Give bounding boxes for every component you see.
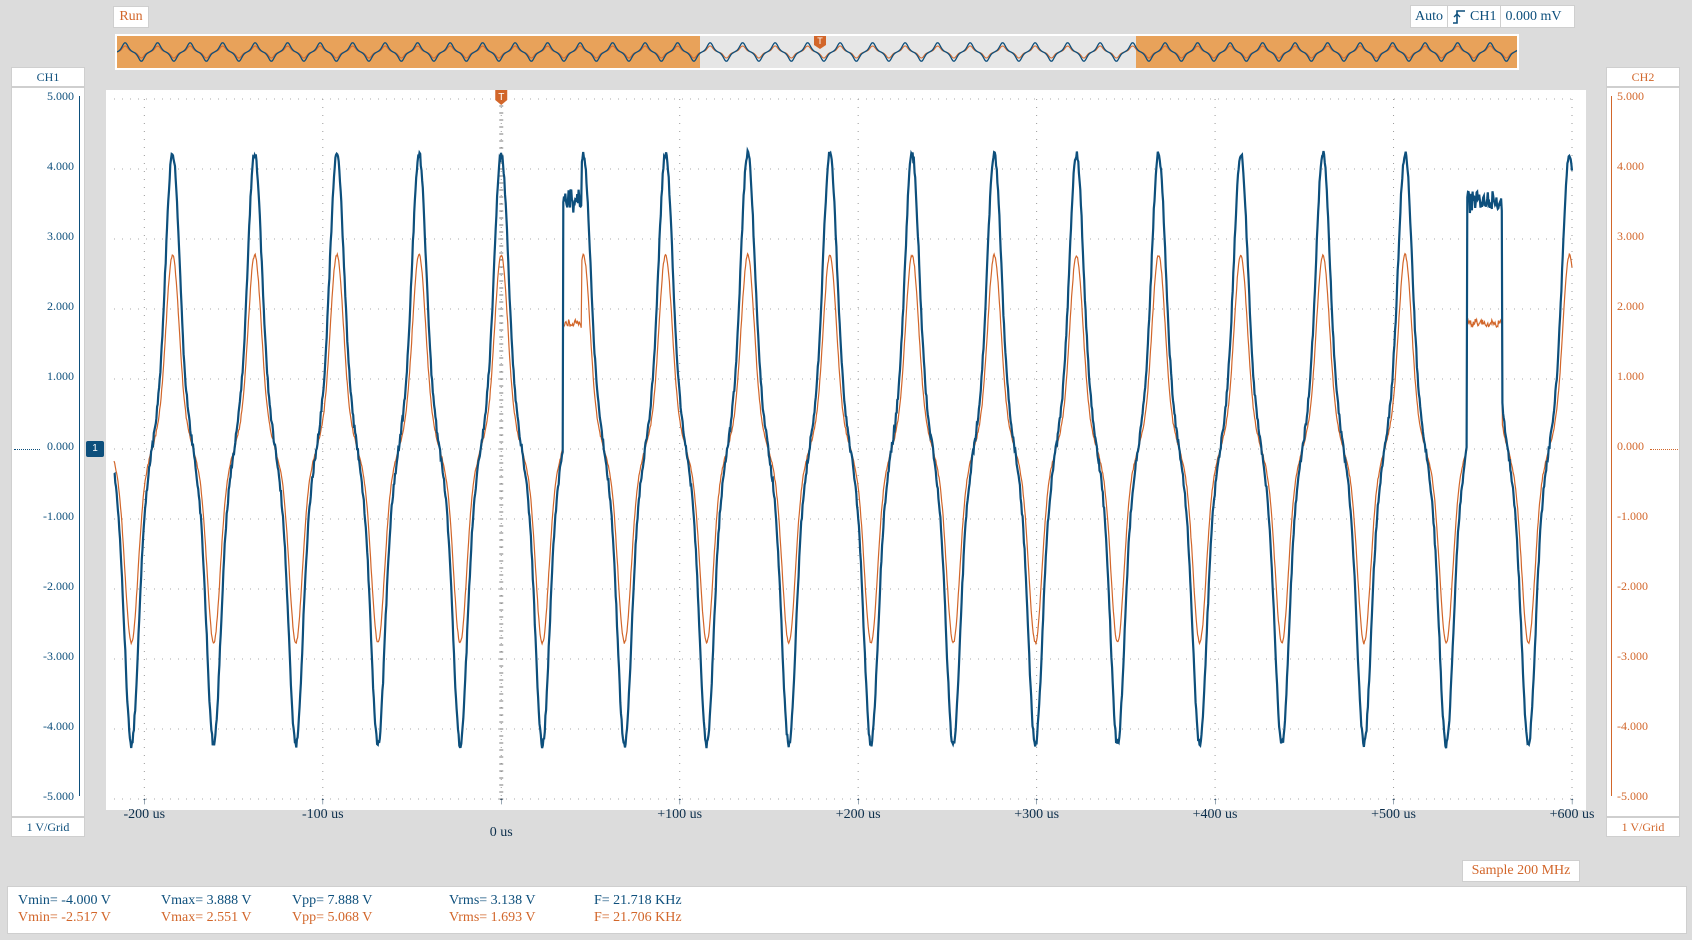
x-tick-label: 0 us	[490, 825, 513, 841]
overview-canvas: T	[117, 36, 1517, 68]
x-tick-label: +100 us	[657, 807, 702, 823]
ch1-vrms: Vrms= 3.138 V	[449, 893, 536, 909]
x-tick-arrow: ↑	[1391, 796, 1396, 807]
ch1-zero-level-line	[14, 449, 40, 450]
y-tick-label: 4.000	[47, 159, 74, 173]
divider	[1500, 6, 1501, 27]
ch2-frequency: F= 21.706 KHz	[594, 910, 682, 926]
y-tick-label: 1.000	[47, 369, 74, 383]
trigger-mode[interactable]: Auto	[1415, 9, 1443, 25]
y-tick-label: 1.000	[1617, 369, 1644, 383]
trigger-source[interactable]: CH1	[1470, 9, 1496, 25]
y-tick-label: 0.000	[47, 439, 74, 453]
x-tick-arrow: ↑	[1213, 796, 1218, 807]
x-tick-label: +300 us	[1014, 807, 1059, 823]
x-tick-arrow: ↑	[1034, 796, 1039, 807]
waveform-canvas: T	[106, 90, 1586, 810]
x-tick-arrow: ↑	[320, 796, 325, 807]
divider	[1447, 6, 1448, 27]
x-tick-arrow: ↑	[677, 796, 682, 807]
y-tick-label: 2.000	[47, 299, 74, 313]
ch1-label[interactable]: CH1	[11, 67, 85, 87]
x-tick-label: -100 us	[302, 807, 344, 823]
overview-trigger-label: T	[817, 36, 823, 46]
x-tick-arrow: ↑	[856, 796, 861, 807]
x-tick-arrow: ↑	[142, 796, 147, 807]
y-tick-label: 2.000	[1617, 299, 1644, 313]
y-tick-label: 5.000	[1617, 89, 1644, 103]
y-tick-label: 4.000	[1617, 159, 1644, 173]
y-tick-label: -1.000	[1617, 509, 1648, 523]
waveform-display[interactable]: T	[106, 90, 1586, 810]
ch1-vmin: Vmin= -4.000 V	[18, 893, 111, 909]
y-tick-label: 3.000	[1617, 229, 1644, 243]
ch2-zero-level-line	[1650, 449, 1678, 450]
y-tick-label: -1.000	[43, 509, 74, 523]
ch2-vmax: Vmax= 2.551 V	[161, 910, 251, 926]
y-tick-label: -5.000	[43, 789, 74, 803]
x-tick-label: -200 us	[124, 807, 166, 823]
y-tick-label: -2.000	[43, 579, 74, 593]
y-tick-label: -2.000	[1617, 579, 1648, 593]
ch1-vpp: Vpp= 7.888 V	[292, 893, 372, 909]
run-status-button[interactable]: Run	[113, 6, 149, 28]
x-tick-label: +200 us	[836, 807, 881, 823]
ch1-frequency: F= 21.718 KHz	[594, 893, 682, 909]
x-tick-arrow: ↑	[499, 796, 504, 807]
ch2-vmin: Vmin= -2.517 V	[18, 910, 111, 926]
y-tick-label: -3.000	[43, 649, 74, 663]
ch2-vrms: Vrms= 1.693 V	[449, 910, 536, 926]
y-tick-label: 5.000	[47, 89, 74, 103]
x-tick-label: +600 us	[1550, 807, 1595, 823]
rising-edge-icon[interactable]	[1452, 9, 1466, 25]
x-tick-label: +500 us	[1371, 807, 1416, 823]
y-tick-label: 0.000	[1617, 439, 1644, 453]
trigger-settings[interactable]: Auto CH1 0.000 mV	[1410, 5, 1575, 28]
ch2-volts-per-div[interactable]: 1 V/Grid	[1606, 817, 1680, 837]
ch2-scale: 5.000 4.000 3.000 2.000 1.000 0.000 -1.000 -2.0…	[1606, 87, 1680, 817]
y-tick-label: -5.000	[1617, 789, 1648, 803]
ch1-volts-per-div[interactable]: 1 V/Grid	[11, 817, 85, 837]
trigger-level[interactable]: 0.000 mV	[1505, 9, 1561, 25]
y-tick-label: -4.000	[43, 719, 74, 733]
y-tick-label: 3.000	[47, 229, 74, 243]
measurements-panel: Vmin= -4.000 V Vmax= 3.888 V Vpp= 7.888 …	[7, 886, 1687, 934]
x-tick-label: +400 us	[1193, 807, 1238, 823]
scale-axis-line	[79, 96, 80, 796]
ch2-vpp: Vpp= 5.068 V	[292, 910, 372, 926]
ch1-scale: 5.000 4.000 3.000 2.000 1.000 0.000 -1.000 -2.0…	[11, 87, 85, 817]
waveform-overview[interactable]: T	[115, 34, 1519, 70]
y-tick-label: -3.000	[1617, 649, 1648, 663]
x-tick-arrow: ↑	[1570, 796, 1575, 807]
overview-right-region	[1136, 36, 1517, 68]
overview-visible-window[interactable]	[700, 36, 1136, 68]
ch1-vmax: Vmax= 3.888 V	[161, 893, 251, 909]
y-tick-label: -4.000	[1617, 719, 1648, 733]
trigger-position-marker[interactable]: T	[495, 90, 507, 105]
trigger-marker-label: T	[498, 92, 504, 103]
scale-axis-line	[1611, 96, 1612, 796]
ch1-offset-marker[interactable]: 1	[86, 441, 104, 457]
sample-rate[interactable]: Sample 200 MHz	[1462, 860, 1580, 882]
ch2-label[interactable]: CH2	[1606, 67, 1680, 87]
